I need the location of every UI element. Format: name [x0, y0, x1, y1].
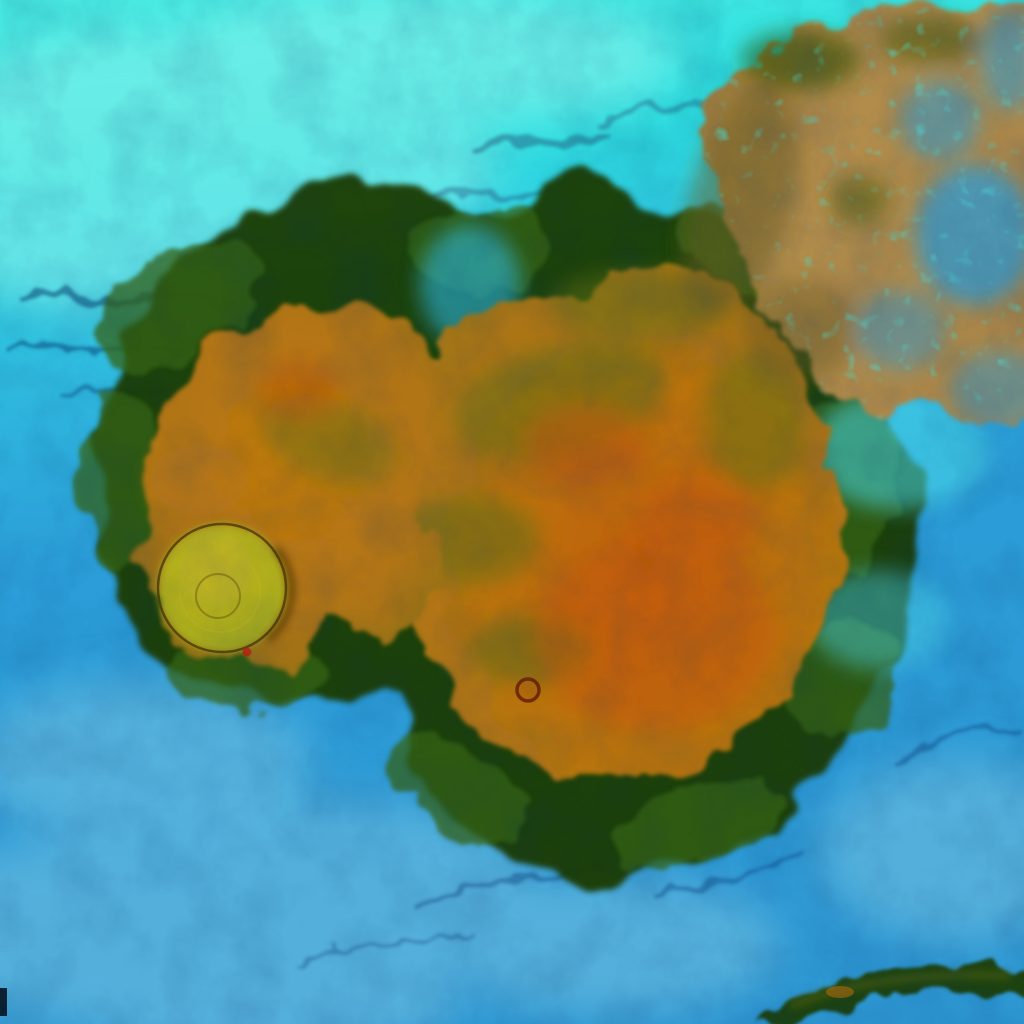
satellite-image	[0, 0, 1024, 1024]
grain-overlay	[0, 0, 1024, 1024]
satellite-canvas	[0, 0, 1024, 1024]
